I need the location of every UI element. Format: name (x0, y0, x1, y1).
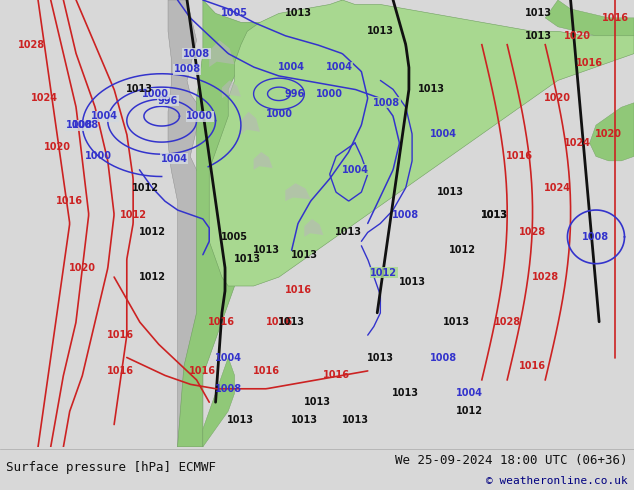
Text: 1024: 1024 (31, 93, 58, 103)
Polygon shape (254, 152, 273, 170)
Text: 1004: 1004 (326, 62, 353, 72)
Text: 1013: 1013 (253, 245, 280, 255)
Text: 1012: 1012 (139, 227, 165, 237)
Text: 1005: 1005 (221, 8, 248, 19)
Polygon shape (209, 40, 235, 67)
Text: 1020: 1020 (44, 143, 70, 152)
Text: 1012: 1012 (139, 272, 165, 282)
Text: 1012: 1012 (456, 406, 482, 416)
Text: 1016: 1016 (519, 362, 546, 371)
Text: 1004: 1004 (161, 154, 188, 164)
Text: 1013: 1013 (335, 227, 362, 237)
Text: 1013: 1013 (278, 317, 305, 327)
Text: 1020: 1020 (69, 263, 96, 273)
Text: 1004: 1004 (456, 388, 482, 398)
Text: 1028: 1028 (532, 272, 559, 282)
Text: 1000: 1000 (316, 89, 343, 99)
Text: 1013: 1013 (526, 8, 552, 19)
Text: 1008: 1008 (373, 98, 400, 108)
Text: 1012: 1012 (120, 210, 146, 220)
Text: 1028: 1028 (18, 40, 45, 49)
Text: 1013: 1013 (418, 84, 444, 95)
Text: 1013: 1013 (291, 415, 318, 425)
Text: 1000: 1000 (186, 111, 213, 121)
Text: 1008: 1008 (183, 49, 210, 59)
Text: Surface pressure [hPa] ECMWF: Surface pressure [hPa] ECMWF (6, 461, 216, 474)
Polygon shape (304, 219, 323, 237)
Polygon shape (590, 103, 634, 161)
Polygon shape (545, 0, 634, 36)
Text: © weatheronline.co.uk: © weatheronline.co.uk (486, 475, 628, 486)
Text: 1004: 1004 (91, 111, 118, 121)
Text: 1013: 1013 (234, 254, 261, 264)
Text: 1013: 1013 (285, 8, 311, 19)
Text: 1013: 1013 (392, 388, 419, 398)
Text: 1013: 1013 (367, 26, 394, 36)
Text: 1024: 1024 (545, 183, 571, 193)
Text: 996: 996 (285, 89, 305, 99)
Text: 1012: 1012 (370, 268, 397, 278)
Polygon shape (203, 358, 235, 447)
Text: 1016: 1016 (266, 317, 292, 327)
Text: 1024: 1024 (564, 138, 590, 148)
Text: 1008: 1008 (174, 64, 200, 74)
Text: 1020: 1020 (564, 31, 590, 41)
Text: 1008: 1008 (66, 120, 93, 130)
Text: 1013: 1013 (291, 250, 318, 260)
Text: 1013: 1013 (443, 317, 470, 327)
Text: 1028: 1028 (494, 317, 521, 327)
Polygon shape (222, 80, 241, 98)
Text: 1008: 1008 (392, 210, 419, 220)
Polygon shape (241, 112, 260, 134)
Text: 1016: 1016 (507, 151, 533, 161)
Polygon shape (168, 0, 203, 447)
Text: 1016: 1016 (602, 13, 628, 23)
Text: 1013: 1013 (481, 210, 508, 220)
Text: 1020: 1020 (545, 93, 571, 103)
Text: 1000: 1000 (266, 109, 292, 119)
Text: 996: 996 (158, 96, 178, 105)
Text: 1008: 1008 (583, 232, 609, 242)
Text: 1000: 1000 (142, 89, 169, 99)
Text: 1016: 1016 (209, 317, 235, 327)
Text: 1013: 1013 (304, 397, 330, 407)
Text: 1013: 1013 (342, 415, 368, 425)
Text: 1016: 1016 (323, 370, 349, 380)
Text: 1004: 1004 (215, 352, 242, 363)
Text: 1013: 1013 (481, 210, 508, 220)
Text: 1013: 1013 (367, 352, 394, 363)
Text: 1016: 1016 (107, 366, 134, 376)
Polygon shape (178, 0, 342, 447)
Text: 1016: 1016 (285, 286, 311, 295)
Text: 1016: 1016 (56, 196, 83, 206)
Text: 1016: 1016 (576, 57, 603, 68)
Text: 1013: 1013 (437, 187, 463, 197)
Polygon shape (285, 183, 311, 201)
Text: 1008: 1008 (430, 352, 457, 363)
Text: 1020: 1020 (595, 129, 622, 139)
Text: 1013: 1013 (399, 276, 425, 287)
Text: 1013: 1013 (526, 31, 552, 41)
Text: 1004: 1004 (430, 129, 457, 139)
Text: We 25-09-2024 18:00 UTC (06+36): We 25-09-2024 18:00 UTC (06+36) (395, 454, 628, 467)
Text: 1016: 1016 (253, 366, 280, 376)
Text: 1012: 1012 (450, 245, 476, 255)
Text: 1016: 1016 (190, 366, 216, 376)
Text: 1028: 1028 (519, 227, 546, 237)
Polygon shape (209, 0, 634, 286)
Text: 1008: 1008 (72, 120, 99, 130)
Text: 1013: 1013 (228, 415, 254, 425)
Text: 1008: 1008 (215, 384, 242, 394)
Text: 1004: 1004 (342, 165, 368, 175)
Text: 1012: 1012 (133, 183, 159, 193)
Text: 1016: 1016 (107, 330, 134, 340)
Text: 1000: 1000 (85, 151, 112, 161)
Text: 1005: 1005 (221, 232, 248, 242)
Text: 1004: 1004 (278, 62, 305, 72)
Text: 1013: 1013 (126, 84, 153, 95)
